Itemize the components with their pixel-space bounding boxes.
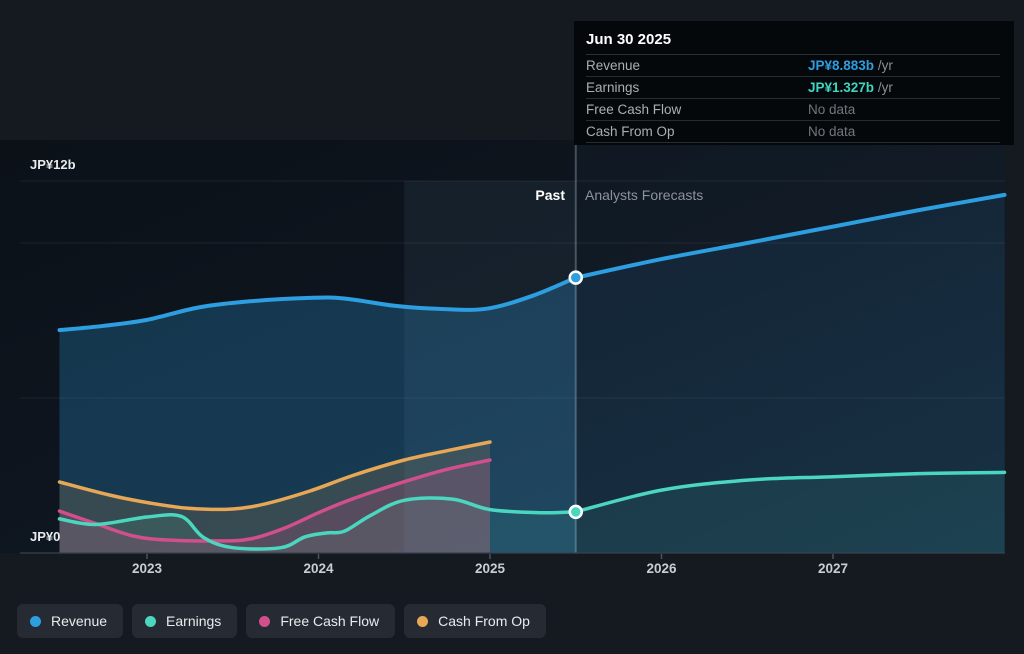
- chart-legend: Revenue Earnings Free Cash Flow Cash Fro…: [17, 604, 546, 638]
- tooltip-label: Free Cash Flow: [586, 102, 682, 117]
- past-section-label: Past: [535, 187, 565, 203]
- free-cash-flow-line: [57, 458, 492, 543]
- x-axis-label-2023: 2023: [131, 561, 163, 576]
- cash-from-op-area: [59, 442, 490, 553]
- forecast-section-label: Analysts Forecasts: [585, 187, 704, 203]
- earnings-dot-icon: [145, 615, 157, 627]
- revenue-past-area: [59, 277, 576, 553]
- cash-from-op-dot-icon: [417, 615, 429, 627]
- revenue-dot-icon: [30, 615, 41, 627]
- plot-background: [0, 140, 1005, 553]
- free-cash-flow-dot-icon: [259, 615, 271, 627]
- tooltip-value-suffix: /yr: [874, 80, 893, 95]
- legend-label: Revenue: [51, 613, 108, 629]
- x-axis-label-2027: 2027: [817, 561, 849, 576]
- legend-label: Cash From Op: [438, 613, 530, 629]
- tooltip-value: JP¥8.883b: [808, 58, 875, 73]
- legend-label: Free Cash Flow: [280, 613, 380, 629]
- tooltip-label: Revenue: [586, 58, 641, 73]
- x-axis-label-2025: 2025: [474, 561, 506, 576]
- tooltip-date: Jun 30 2025: [586, 27, 1000, 55]
- tooltip-value: No data: [808, 124, 856, 139]
- data-tooltip: Jun 30 2025 Revenue JP¥8.883b /yr Earnin…: [574, 21, 1014, 145]
- tooltip-label: Cash From Op: [586, 124, 675, 139]
- revenue-forecast-area: [575, 194, 1005, 553]
- y-axis-label-zero: JP¥0: [30, 529, 61, 544]
- tooltip-value: JP¥1.327b: [808, 80, 875, 95]
- y-axis-label-top: JP¥12b: [30, 157, 76, 172]
- revenue-marker[interactable]: [568, 270, 583, 285]
- x-axis-label-2026: 2026: [646, 561, 677, 576]
- earnings-marker[interactable]: [568, 504, 583, 520]
- tooltip-label: Earnings: [586, 80, 640, 95]
- highlight-band: [404, 181, 576, 553]
- legend-item-cash-from-op[interactable]: Cash From Op: [404, 604, 546, 638]
- cash-from-op-line: [57, 440, 492, 512]
- tooltip-row-cash-from-op: Cash From Op No data: [586, 121, 1000, 143]
- tooltip-row-free-cash-flow: Free Cash Flow No data: [586, 99, 1000, 121]
- revenue-line: [57, 192, 1007, 333]
- x-axis-label-2024: 2024: [303, 561, 334, 576]
- legend-item-earnings[interactable]: Earnings: [132, 604, 238, 638]
- tooltip-row-revenue: Revenue JP¥8.883b /yr: [586, 55, 1000, 77]
- legend-label: Earnings: [166, 613, 222, 629]
- legend-item-free-cash-flow[interactable]: Free Cash Flow: [246, 604, 396, 638]
- tooltip-row-earnings: Earnings JP¥1.327b /yr: [586, 77, 1000, 99]
- tooltip-value-suffix: /yr: [874, 58, 893, 73]
- legend-item-revenue[interactable]: Revenue: [17, 604, 124, 638]
- tooltip-value: No data: [808, 102, 856, 117]
- earnings-line: [57, 470, 1007, 551]
- free-cash-flow-area: [59, 460, 490, 553]
